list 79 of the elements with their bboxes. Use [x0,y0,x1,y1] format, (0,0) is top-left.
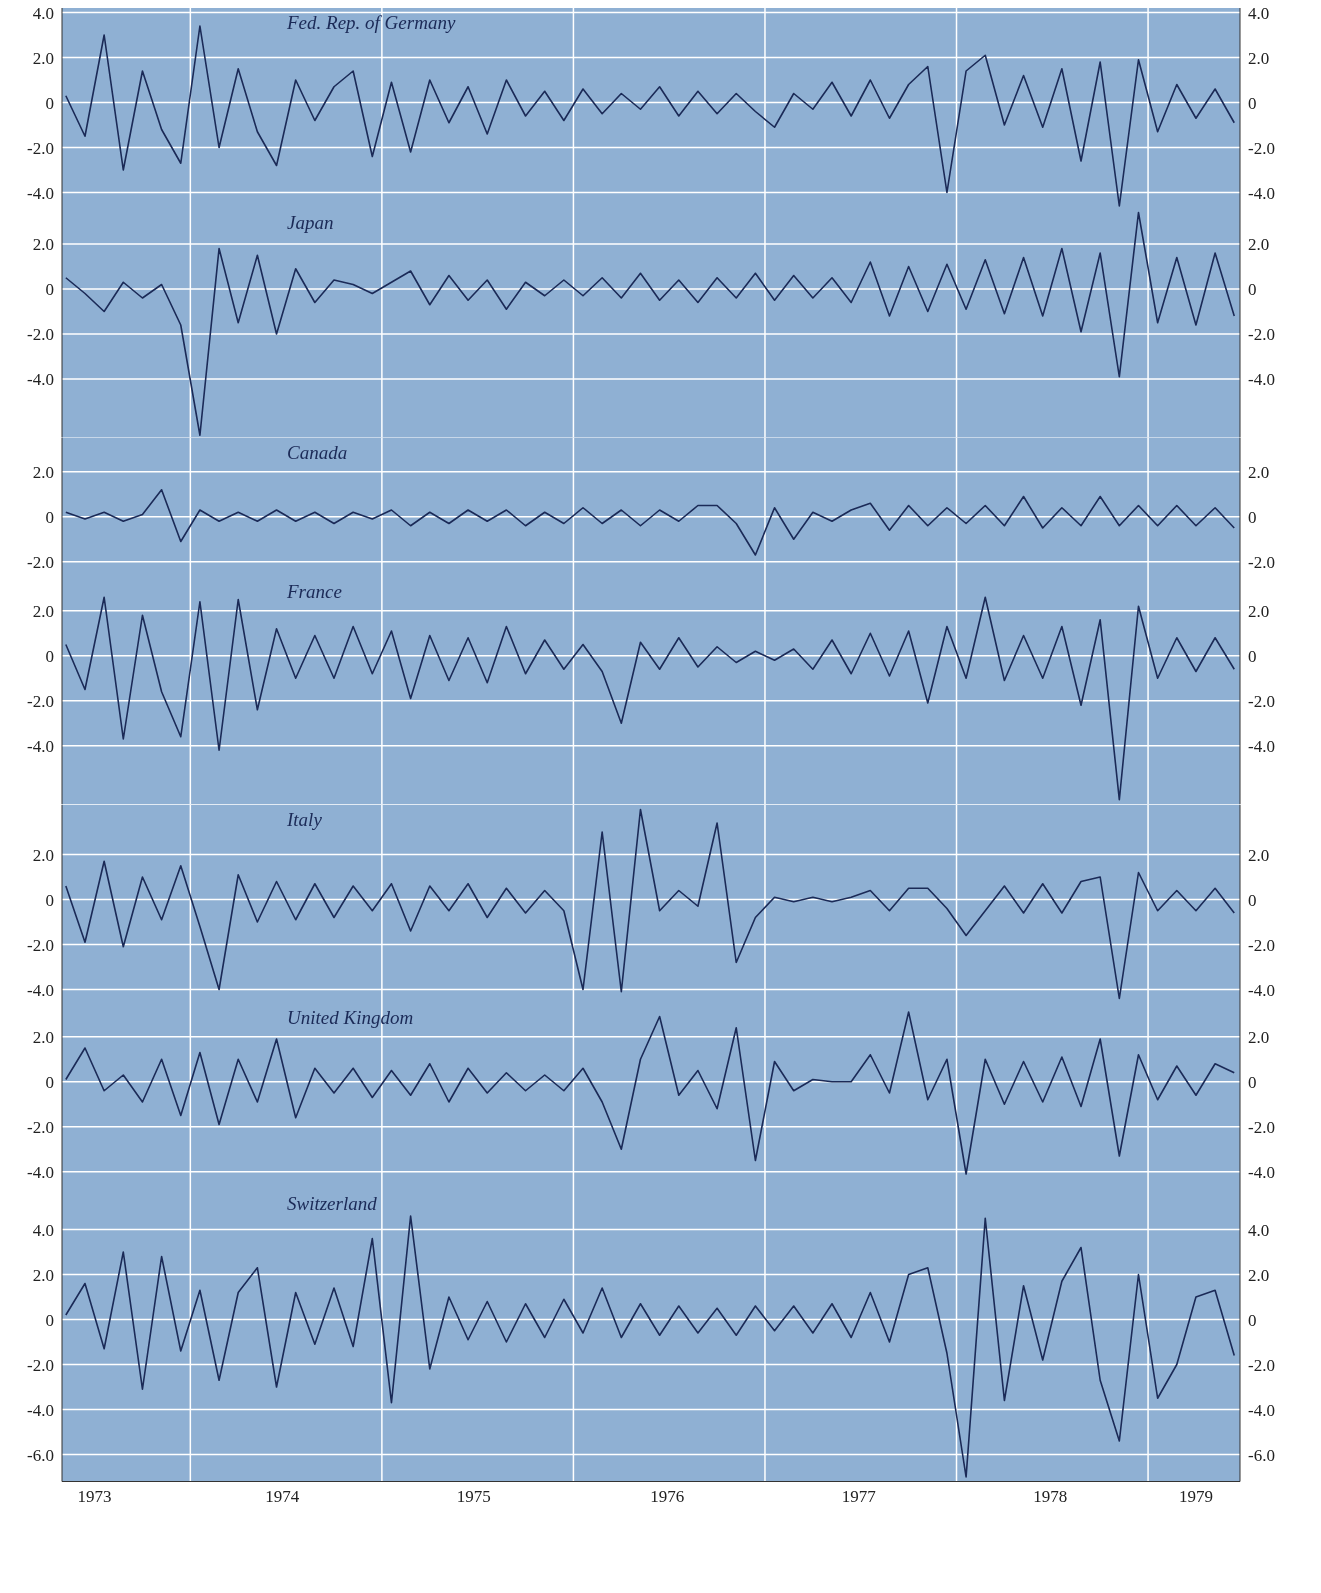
line-series [65,1215,1236,1479]
y-tick-label: 2.0 [32,602,54,622]
y2-tick-label: -2.0 [1248,1117,1275,1137]
y2-tick-label: 2.0 [1248,1027,1270,1047]
y2-tick-label: -2.0 [1248,1355,1275,1375]
y2-tick-label: 0 [1248,93,1257,113]
y2-tick-label: 0 [1248,1310,1257,1330]
chart-title: Switzerland [287,1193,377,1215]
y2-tick-label: -4.0 [1248,737,1275,757]
y-tick-label: 2.0 [32,1265,54,1285]
line-series [65,488,1236,556]
y2-tick-label: 2.0 [1248,602,1270,622]
y2-tick-label: -6.0 [1248,1445,1275,1465]
x-tick-label: 1973 [77,1486,112,1506]
line-series [65,211,1236,437]
y2-tick-label: -2.0 [1248,935,1275,955]
y-tick-label: -4.0 [27,737,54,757]
y-tick-label: -2.0 [27,1355,54,1375]
y-tick-label: -2.0 [27,692,54,712]
line-series [65,808,1236,999]
y2-tick-label: -4.0 [1248,1400,1275,1420]
y2-tick-label: -2.0 [1248,325,1275,345]
x-tick-label: 1975 [456,1486,491,1506]
chart-title: France [287,581,342,603]
y2-tick-label: -2.0 [1248,138,1275,158]
x-tick-label: 1976 [650,1486,685,1506]
y2-tick-label: 0 [1248,647,1257,667]
chart-title: Italy [287,808,322,830]
line-series [65,596,1236,801]
y-tick-label: 0 [45,1072,54,1092]
y2-tick-label: 0 [1248,890,1257,910]
y-tick-label: 2.0 [32,1027,54,1047]
x-tick-label: 1977 [841,1486,877,1506]
y2-tick-label: 2.0 [1248,235,1270,255]
chart-title: Japan [287,212,334,234]
y-tick-label: 4.0 [32,3,54,23]
y2-tick-label: 4.0 [1248,3,1270,23]
y-tick-label: -4.0 [27,370,54,390]
y-tick-label: -6.0 [27,1445,54,1465]
y2-tick-label: -4.0 [1248,370,1275,390]
y-tick-label: -4.0 [27,1400,54,1420]
y-tick-label: 2.0 [32,48,54,68]
y-tick-label: 0 [45,280,54,300]
y-tick-label: 0 [45,647,54,667]
y-tick-label: -2.0 [27,138,54,158]
x-tick-label: 1978 [1033,1486,1068,1506]
chart-title: Canada [287,441,348,463]
y-tick-label: 2.0 [32,235,54,255]
x-tick-label: 1979 [1178,1486,1213,1506]
y-tick-label: -4.0 [27,980,54,1000]
y-tick-label: -2.0 [27,552,54,572]
y-tick-label: 2.0 [32,845,54,865]
y-tick-label: -2.0 [27,1117,54,1137]
y2-tick-label: 4.0 [1248,1220,1270,1240]
line-series [65,1010,1236,1175]
y2-tick-label: -2.0 [1248,552,1275,572]
x-tick-label: 1974 [265,1486,300,1506]
y2-tick-label: 2.0 [1248,845,1270,865]
y-tick-label: 0 [45,93,54,113]
y2-tick-label: 0 [1248,507,1257,527]
y2-tick-label: 0 [1248,1072,1257,1092]
y-tick-label: 2.0 [32,462,54,482]
y2-tick-label: 2.0 [1248,1265,1270,1285]
y-tick-label: -4.0 [27,1162,54,1182]
y2-tick-label: -2.0 [1248,692,1275,712]
y2-tick-label: -4.0 [1248,183,1275,203]
y-tick-label: 0 [45,507,54,527]
y-tick-label: 0 [45,1310,54,1330]
y-tick-label: 0 [45,890,54,910]
y-tick-label: -2.0 [27,325,54,345]
chart-title: Fed. Rep. of Germany [287,12,456,33]
y-tick-label: -2.0 [27,935,54,955]
y2-tick-label: -4.0 [1248,1162,1275,1182]
y2-tick-label: 2.0 [1248,462,1270,482]
y2-tick-label: 0 [1248,280,1257,300]
y-tick-label: 4.0 [32,1220,54,1240]
y2-tick-label: -4.0 [1248,980,1275,1000]
y-tick-label: -4.0 [27,183,54,203]
y2-tick-label: 2.0 [1248,48,1270,68]
